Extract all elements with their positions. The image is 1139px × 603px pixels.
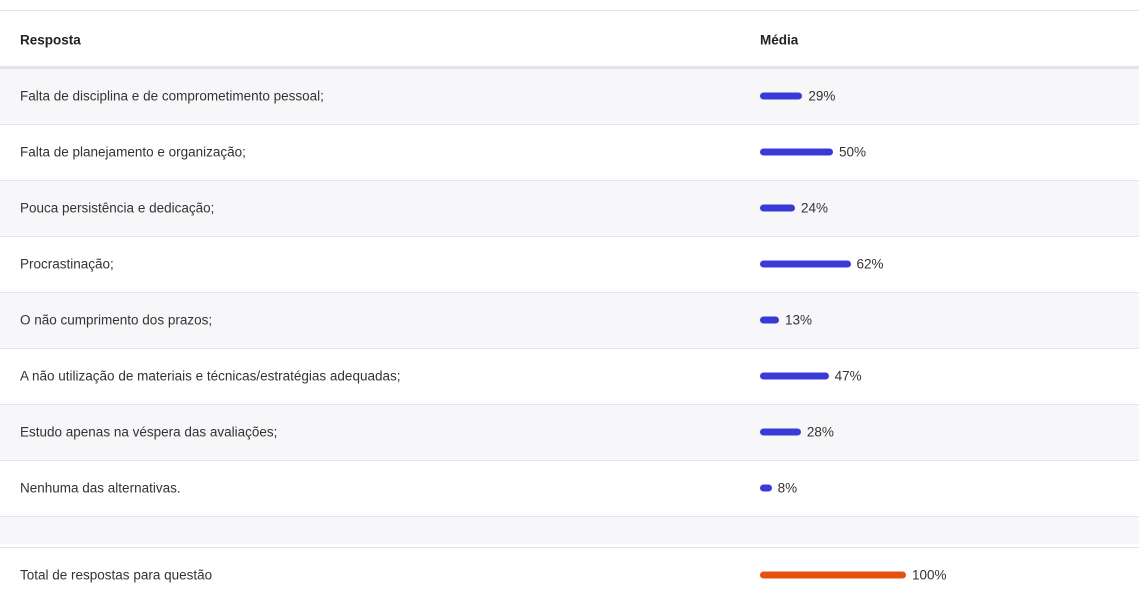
answer-label: O não cumprimento dos prazos;: [20, 312, 213, 328]
bar: [760, 92, 803, 100]
answer-label: Falta de disciplina e de comprometimento…: [20, 88, 324, 104]
answer-label: Procrastinação;: [20, 256, 114, 272]
answer-label: Total de respostas para questão: [20, 567, 213, 583]
answer-label: Falta de planejamento e organização;: [20, 144, 246, 160]
answer-label: Estudo apenas na véspera das avaliações;: [20, 424, 278, 440]
value-label: 28%: [806, 424, 834, 440]
bar: [760, 428, 801, 436]
value-label: 29%: [808, 88, 836, 104]
value-label: 62%: [856, 256, 884, 272]
answer-row: [0, 404, 1139, 460]
answer-row: [0, 236, 1139, 292]
header-cell: Resposta: [20, 32, 81, 48]
bar: [760, 148, 833, 156]
answer-label: A não utilização de materiais e técnicas…: [20, 368, 401, 384]
answer-row: [0, 68, 1139, 124]
spacer-row: [0, 516, 1139, 544]
answer-row: [0, 180, 1139, 236]
header-cell: Média: [760, 32, 799, 48]
answer-row: [0, 124, 1139, 180]
page: Resposta Média Falta de disciplina e de co…: [0, 10, 1139, 583]
value-label: 13%: [784, 312, 812, 328]
bar: [760, 316, 779, 324]
answer-label: Pouca persistência e dedicação;: [20, 200, 215, 216]
bar: [760, 484, 772, 492]
value-label: 8%: [777, 480, 798, 496]
value-label: 47%: [834, 368, 862, 384]
value-label: 24%: [801, 200, 829, 216]
bar: [760, 571, 906, 579]
answer-row: [0, 348, 1139, 404]
bar: [760, 260, 851, 268]
value-label: 100%: [912, 567, 947, 583]
bar: [760, 372, 829, 380]
value-label: 50%: [839, 144, 867, 160]
header-row: [0, 10, 1139, 68]
answer-label: Nenhuma das alternativas.: [20, 480, 181, 496]
answer-row: [0, 292, 1139, 348]
total-row: [0, 547, 1139, 603]
answer-row: [0, 460, 1139, 516]
bar: [760, 204, 796, 212]
